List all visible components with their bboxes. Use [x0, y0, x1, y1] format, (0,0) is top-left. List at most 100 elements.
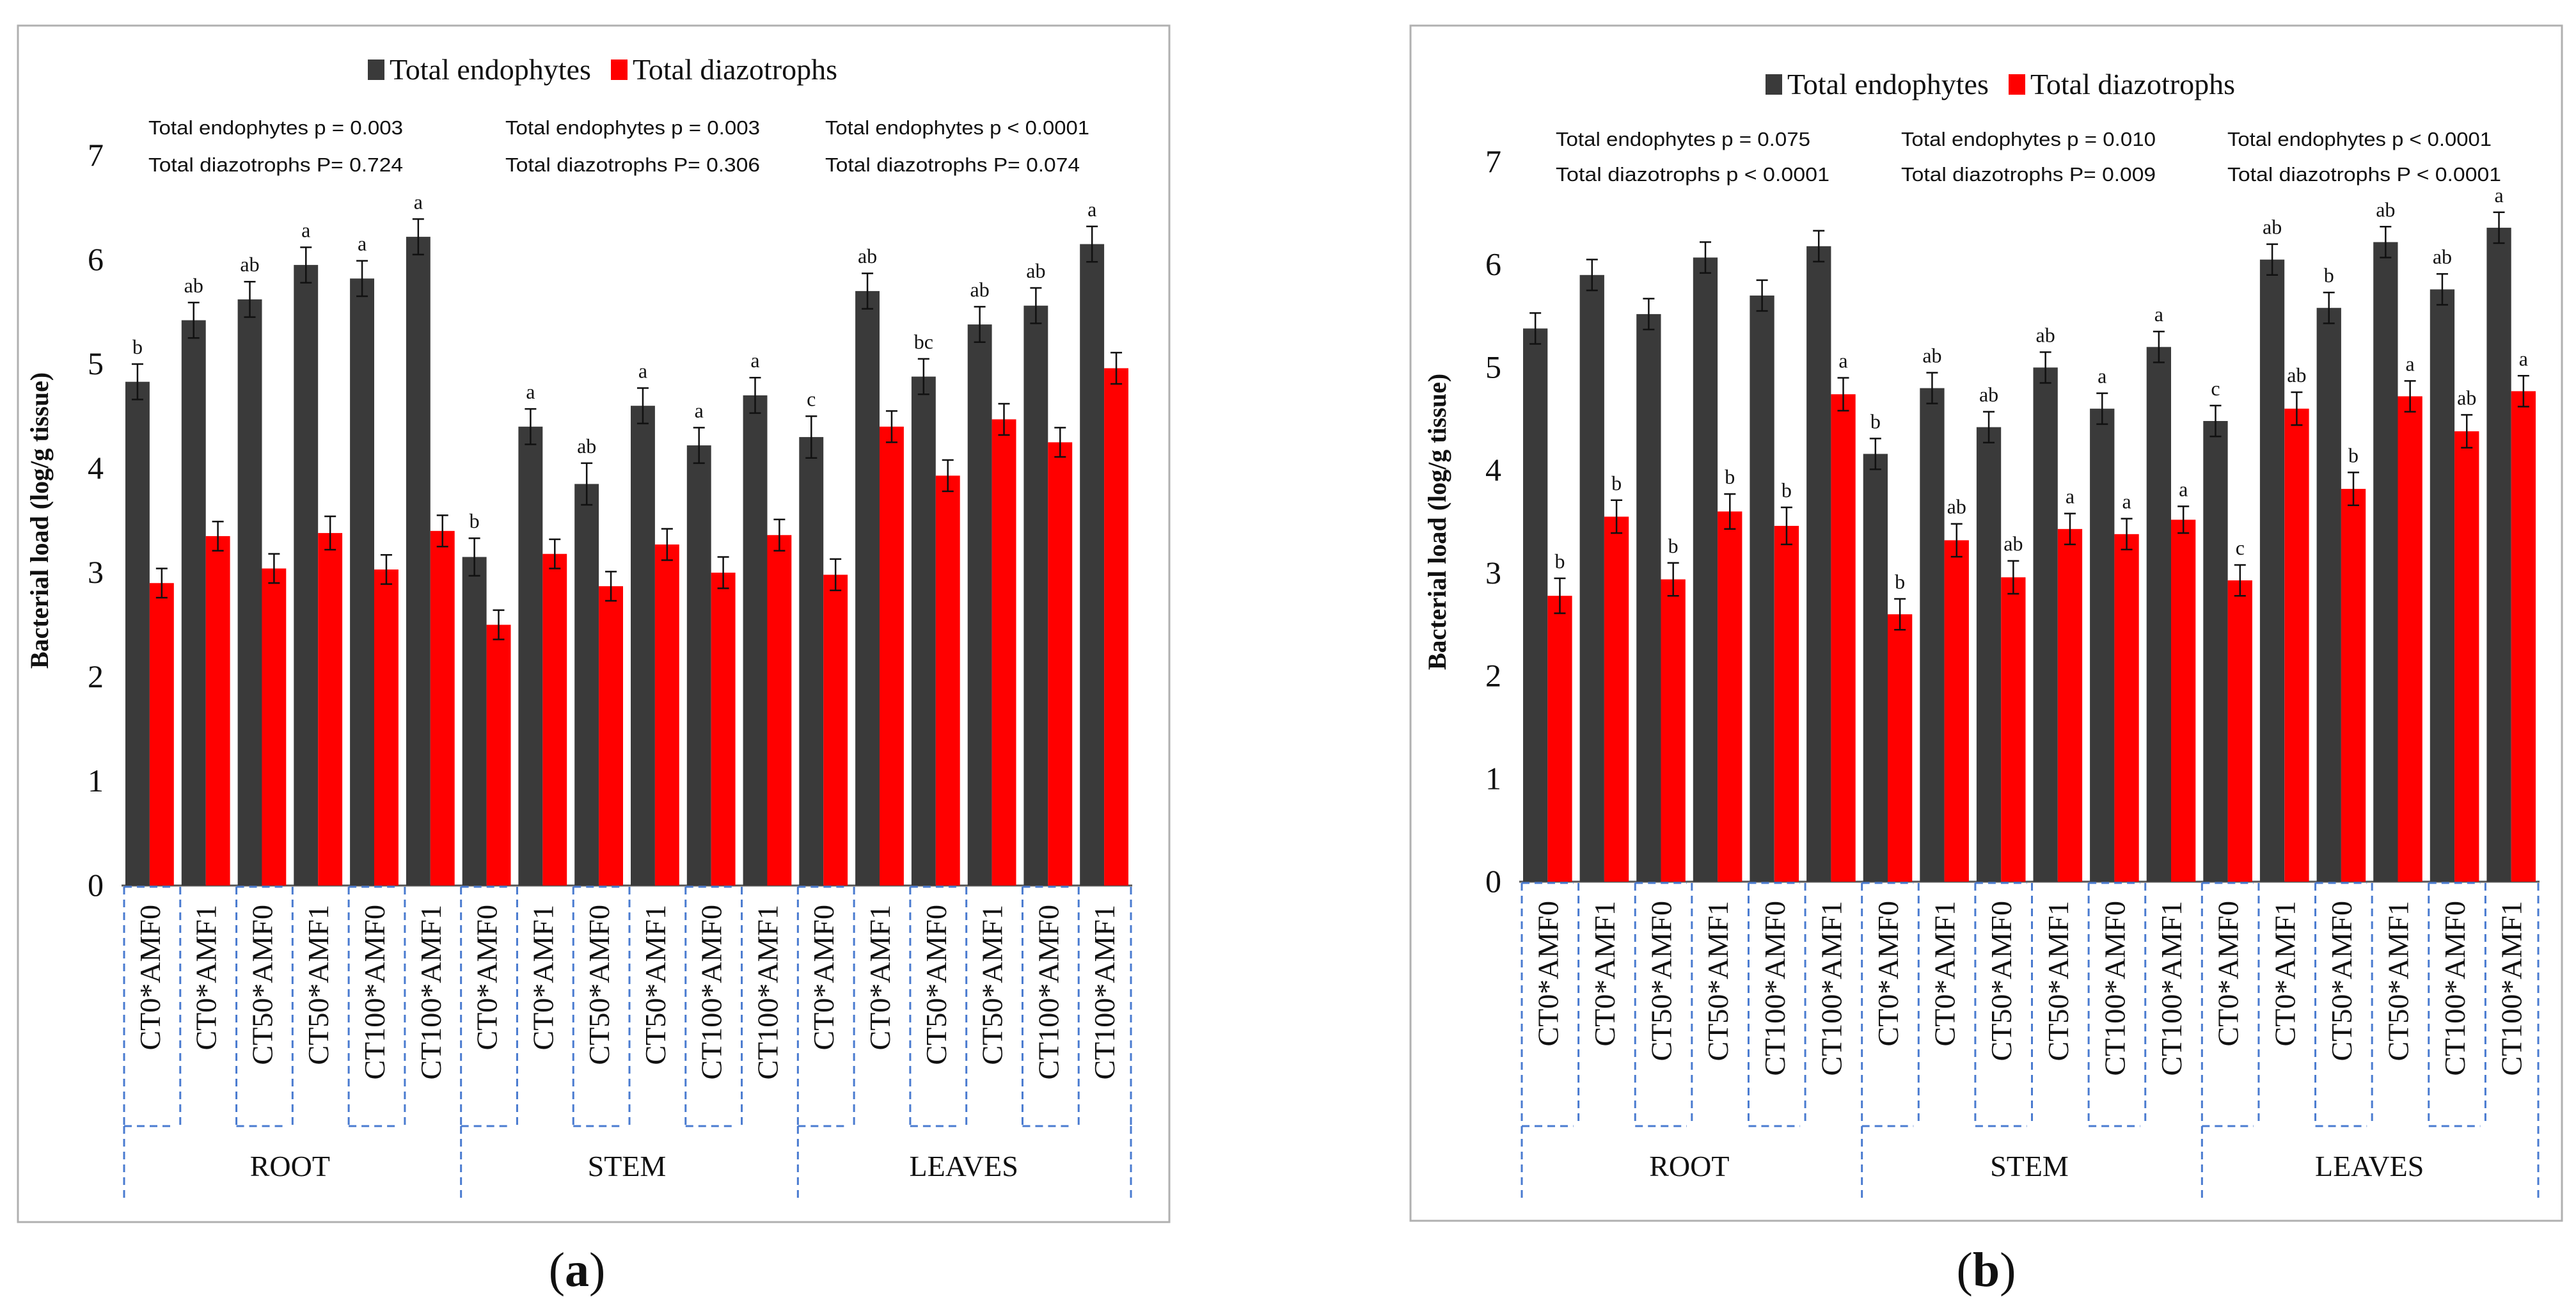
bar-diazotrophs: [823, 575, 848, 886]
bar-diazotrophs: [711, 573, 736, 886]
significance-letter-endophytes: ab: [2376, 198, 2395, 221]
x-tick-label: CT100*AMF1: [2155, 901, 2188, 1076]
significance-letter-endophytes: b: [1870, 409, 1881, 433]
x-tick-label: CT100*AMF0: [358, 905, 391, 1079]
significance-letter-diazotrophs: ab: [2003, 532, 2023, 555]
x-tick-label: CT100*AMF1: [751, 905, 784, 1079]
bar-diazotrophs: [992, 419, 1016, 886]
bar-diazotrophs: [654, 544, 679, 886]
bar-diazotrophs: [2001, 577, 2026, 882]
bar-diazotrophs: [205, 536, 230, 886]
x-tick-label: CT0*AMF0: [134, 905, 166, 1050]
significance-letter-endophytes: b: [2324, 264, 2334, 287]
y-tick-label: 1: [88, 763, 104, 799]
significance-letter-diazotrophs: a: [1838, 349, 1847, 372]
significance-letter-endophytes: b: [470, 509, 480, 532]
y-tick-label: 7: [1485, 143, 1501, 179]
legend-swatch-endophytes: [368, 60, 384, 80]
significance-letter-endophytes: a: [1087, 198, 1096, 221]
bar-endophytes: [1023, 305, 1048, 886]
bar-diazotrophs: [374, 569, 399, 886]
bar-diazotrophs: [2227, 580, 2252, 882]
stat-text-root-endophytes: Total endophytes p = 0.003: [148, 116, 403, 139]
significance-letter-diazotrophs: a: [2122, 490, 2131, 513]
stat-text-stem-diazotrophs: Total diazotrophs P= 0.306: [505, 154, 760, 176]
bar-endophytes: [2033, 367, 2058, 882]
x-tick-label: CT0*AMF1: [864, 905, 896, 1050]
significance-letter-endophytes: ab: [2036, 323, 2055, 346]
bar-endophytes: [2430, 289, 2455, 882]
stat-text-stem-endophytes: Total endophytes p = 0.010: [1901, 128, 2156, 150]
significance-letter-endophytes: a: [2154, 303, 2163, 326]
bar-endophytes: [237, 299, 262, 886]
x-tick-label: CT100*AMF1: [415, 905, 447, 1079]
bar-endophytes: [2486, 227, 2511, 882]
bar-diazotrophs: [1048, 442, 1073, 886]
x-tick-label: CT50*AMF0: [246, 905, 278, 1065]
bar-endophytes: [2259, 259, 2285, 882]
significance-letter-endophytes: c: [807, 388, 816, 411]
significance-letter-endophytes: a: [414, 190, 423, 213]
caption-paren-close: ): [589, 1243, 605, 1297]
x-tick-label: CT50*AMF1: [2042, 901, 2074, 1061]
significance-letter-endophytes: a: [2098, 365, 2106, 388]
group-label-root: ROOT: [1649, 1150, 1729, 1182]
x-tick-label: CT100*AMF0: [1758, 901, 1791, 1076]
significance-letter-endophytes: a: [301, 218, 310, 241]
bar-diazotrophs: [262, 568, 287, 886]
group-label-leaves: LEAVES: [2315, 1150, 2424, 1182]
significance-letter-diazotrophs: b: [1895, 570, 1905, 593]
bar-diazotrophs: [486, 624, 511, 886]
bar-diazotrophs: [2454, 431, 2479, 882]
bar-diazotrophs: [318, 533, 343, 886]
group-label-root: ROOT: [250, 1150, 330, 1182]
bar-endophytes: [1920, 388, 1945, 882]
y-tick-label: 0: [88, 867, 104, 903]
panel-caption: (b): [1957, 1243, 2016, 1297]
bar-endophytes: [1806, 246, 1831, 882]
bar-diazotrophs: [2057, 528, 2083, 882]
y-tick-label: 3: [88, 554, 104, 590]
bar-endophytes: [574, 484, 599, 886]
significance-letter-endophytes: a: [750, 349, 759, 372]
bar-diazotrophs: [430, 530, 455, 886]
x-tick-label: CT0*AMF0: [807, 905, 840, 1050]
bar-endophytes: [2316, 308, 2341, 882]
bar-endophytes: [294, 265, 319, 886]
stat-text-root-diazotrophs: Total diazotrophs P= 0.724: [148, 154, 403, 176]
bar-endophytes: [2146, 347, 2171, 882]
legend-swatch-diazotrophs: [2009, 74, 2025, 95]
bar-diazotrophs: [1547, 596, 1572, 882]
y-axis-label: Bacterial load (log/g tissue): [25, 372, 54, 669]
significance-letter-endophytes: a: [695, 399, 704, 422]
significance-letter-endophytes: ab: [1979, 383, 1998, 406]
x-tick-label: CT0*AMF0: [1872, 901, 1904, 1046]
x-tick-label: CT0*AMF1: [1588, 901, 1621, 1046]
stat-text-root-diazotrophs: Total diazotrophs p < 0.0001: [1556, 163, 1829, 186]
x-tick-label: CT0*AMF1: [190, 905, 223, 1050]
group-label-leaves: LEAVES: [909, 1150, 1018, 1182]
bar-endophytes: [1523, 328, 1548, 882]
x-tick-label: CT50*AMF0: [1645, 901, 1678, 1061]
y-tick-label: 5: [1485, 349, 1501, 385]
x-tick-label: CT100*AMF0: [2438, 901, 2471, 1076]
bar-diazotrophs: [542, 553, 567, 886]
bar-diazotrophs: [880, 426, 904, 886]
caption-letter: b: [1973, 1243, 2000, 1297]
bar-endophytes: [855, 290, 880, 886]
y-tick-label: 6: [88, 241, 104, 277]
significance-letter-diazotrophs: a: [2519, 347, 2528, 370]
x-tick-label: CT0*AMF1: [526, 905, 559, 1050]
stat-text-stem-diazotrophs: Total diazotrophs P= 0.009: [1901, 163, 2156, 186]
bar-endophytes: [1579, 274, 1604, 882]
significance-letter-diazotrophs: ab: [2287, 363, 2306, 386]
bar-endophytes: [686, 445, 711, 886]
significance-letter-diazotrophs: b: [1668, 534, 1679, 557]
bar-endophytes: [967, 324, 992, 886]
x-tick-label: CT100*AMF0: [2098, 901, 2131, 1076]
x-tick-label: CT50*AMF1: [2382, 901, 2414, 1061]
significance-letter-endophytes: ab: [184, 274, 203, 297]
y-tick-label: 4: [1485, 452, 1501, 488]
bar-diazotrophs: [1888, 614, 1913, 882]
x-tick-label: CT50*AMF1: [1702, 901, 1734, 1061]
